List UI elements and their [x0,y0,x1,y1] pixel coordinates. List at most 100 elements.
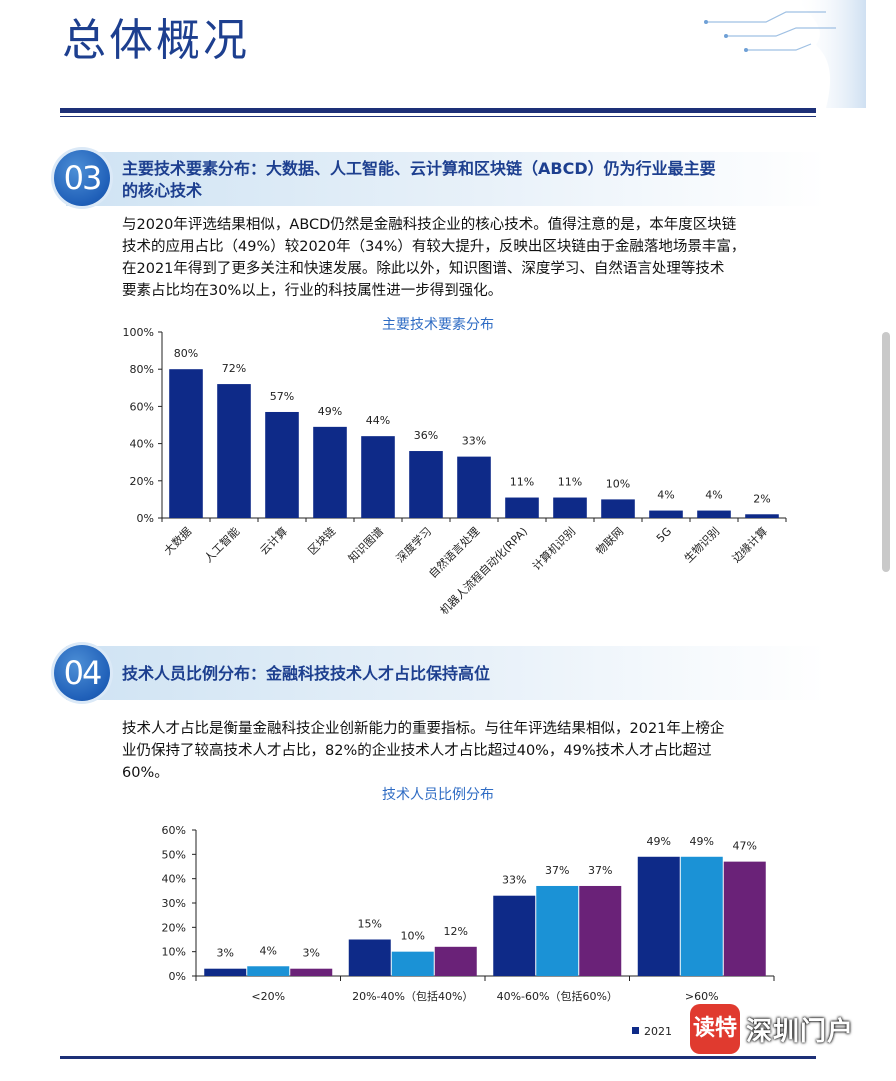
y-tick-label: 40% [162,873,186,886]
section-4-heading: 技术人员比例分布：金融科技技术人才占比保持高位 [122,664,491,683]
x-category-label: >60% [685,990,719,1003]
x-category-label: 20%-40%（包括40%） [352,989,473,1003]
section-3-band [66,152,826,206]
bar [457,456,491,518]
bar-value-label: 49% [690,835,714,848]
x-category-label: 生物识别 [681,524,722,565]
bar [745,514,779,518]
bar-value-label: 47% [733,840,757,853]
y-tick-label: 0% [137,512,154,525]
page-title: 总体概况 [62,15,250,66]
bar-value-label: 33% [502,874,526,887]
section-4-paragraph: 技术人才占比是衡量金融科技企业创新能力的重要指标。与往年评选结果相似，2021年… [122,718,724,784]
x-category-label: <20% [251,990,285,1003]
paragraph-line: 60%。 [122,765,169,781]
bar-value-label: 36% [414,429,438,442]
x-category-label: 人工智能 [201,524,242,565]
bar-value-label: 72% [222,362,246,375]
bar-value-label: 2% [753,492,770,505]
bar [723,861,766,976]
bar-value-label: 44% [366,414,390,427]
bar [204,968,247,976]
bar [553,497,587,518]
bar [536,885,579,976]
footer-rule [60,1056,816,1059]
y-tick-label: 100% [123,326,154,339]
circuit-face-decoration [704,0,866,108]
bar [217,384,251,518]
x-category-label: 5G [654,525,674,545]
header-rule-thin [60,116,816,117]
paragraph-line: 与2020年评选结果相似，ABCD仍然是金融科技企业的核心技术。值得注意的是，本… [122,217,737,233]
bar-value-label: 80% [174,347,198,360]
section-4-badge: 04 [54,645,110,701]
bar [493,895,536,976]
header-rule [60,108,816,113]
bar-value-label: 3% [217,947,234,960]
bar-value-label: 4% [657,489,674,502]
bar [434,946,477,976]
bar [579,885,622,976]
bar [313,426,347,518]
bar [391,951,434,976]
chart-1-title: 主要技术要素分布 [382,317,494,333]
bar [409,451,443,518]
section-3-heading: 主要技术要素分布：大数据、人工智能、云计算和区块链（ABCD）仍为行业最主要 的… [122,158,716,202]
paragraph-line: 在2021年得到了更多关注和快速发展。除此以外，知识图谱、深度学习、自然语言处理… [122,261,725,277]
section-3-paragraph: 与2020年评选结果相似，ABCD仍然是金融科技企业的核心技术。值得注意的是，本… [122,214,745,302]
bar [348,939,391,976]
chart-2-title: 技术人员比例分布 [382,787,494,803]
bar-value-label: 12% [444,925,468,938]
section-3-badge: 03 [54,150,110,206]
bar [505,497,539,518]
x-category-label: 40%-60%（包括60%） [497,989,618,1003]
bar-value-label: 10% [606,477,630,490]
bar [265,411,299,518]
y-tick-label: 50% [162,848,186,861]
bar [169,369,203,518]
bar-value-label: 49% [647,835,671,848]
y-tick-label: 10% [162,946,186,959]
staff-ratio-chart: 0% 10% 20% 30% 40% 50% 60% 3% 4% 3% <20% 15% 10% 12% 2… [162,824,775,1038]
bar-value-label: 3% [303,947,320,960]
bar [247,966,290,976]
bar-value-label: 11% [510,476,534,489]
bar-value-label: 4% [705,489,722,502]
bar [290,968,333,976]
paragraph-line: 技术人才占比是衡量金融科技企业创新能力的重要指标。与往年评选结果相似，2021年… [122,721,725,737]
bar-value-label: 15% [358,918,382,931]
watermark-logo: 读特 [690,1004,740,1054]
x-category-label: 边缘计算 [729,524,770,565]
bar [361,436,395,518]
y-tick-label: 20% [130,475,154,488]
watermark: 读特 深圳门户 [690,1002,854,1056]
bar-value-label: 11% [558,476,582,489]
x-category-label: 计算机识别 [529,524,578,573]
scrollbar[interactable] [882,332,890,572]
x-category-label: 深度学习 [393,524,434,565]
bar-value-label: 49% [318,405,342,418]
y-tick-label: 60% [130,400,154,413]
paragraph-line: 技术的应用占比（49%）较2020年（34%）有较大提升，反映出区块链由于金融落… [122,239,746,255]
x-category-label: 物联网 [593,524,626,557]
section-4-band [66,646,826,700]
bar-value-label: 10% [401,930,425,943]
bar-value-label: 33% [462,435,486,448]
bar [637,856,680,976]
bar [649,510,683,518]
x-category-label: 区块链 [305,524,338,557]
bar [697,510,731,518]
bar [680,856,723,976]
y-tick-label: 60% [162,824,186,837]
watermark-text: 深圳门户 [746,1016,855,1047]
x-category-label: 知识图谱 [345,524,386,565]
legend-swatch [632,1027,639,1034]
y-tick-label: 0% [169,970,186,983]
paragraph-line: 业仍保持了较高技术人才占比，82%的企业技术人才占比超过40%，49%技术人才占… [122,743,712,759]
bar-value-label: 37% [588,864,612,877]
bar-value-label: 37% [545,864,569,877]
x-category-label: 大数据 [161,524,194,557]
section-3-heading-line: 的核心技术 [122,181,203,200]
y-tick-label: 30% [162,897,186,910]
bar-value-label: 57% [270,390,294,403]
